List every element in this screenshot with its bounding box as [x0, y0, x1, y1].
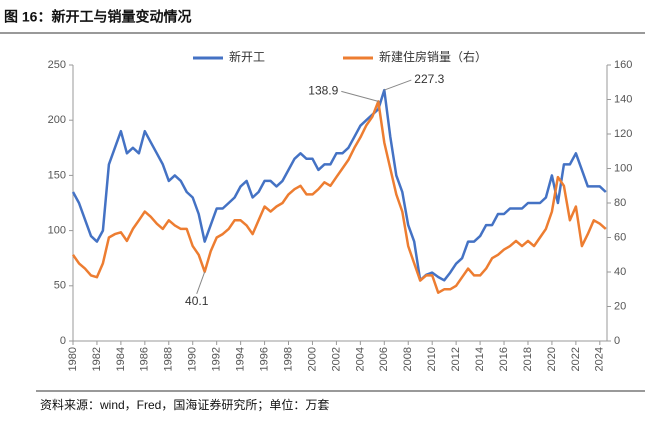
y2-tick-label: 160: [614, 59, 632, 71]
chart-title: 图 16：新开工与销量变动情况: [4, 9, 191, 25]
annotation: 227.3: [414, 72, 444, 86]
y-tick-label: 250: [48, 59, 66, 71]
x-tick-label: 1998: [282, 347, 294, 371]
x-tick-label: 2020: [546, 347, 558, 371]
x-tick-label: 2024: [594, 347, 606, 371]
y-tick-label: 200: [48, 114, 66, 126]
x-tick-label: 1990: [187, 347, 199, 371]
x-tick-label: 2012: [450, 347, 462, 371]
y2-tick-label: 60: [614, 231, 626, 243]
y2-tick-label: 20: [614, 300, 626, 312]
y-tick-label: 150: [48, 169, 66, 181]
series-line: [71, 100, 607, 294]
y2-tick-label: 140: [614, 93, 632, 105]
x-tick-label: 2006: [378, 347, 390, 371]
annotation: 40.1: [185, 294, 209, 308]
x-tick-label: 1996: [258, 347, 270, 371]
x-tick-label: 2008: [402, 347, 414, 371]
annotation-leader: [341, 90, 379, 102]
x-tick-label: 2022: [570, 347, 582, 371]
y2-tick-label: 40: [614, 266, 626, 278]
x-tick-label: 1994: [235, 347, 247, 371]
x-tick-label: 1986: [139, 347, 151, 371]
x-tick-label: 2016: [498, 347, 510, 371]
series-line: [71, 88, 607, 282]
annotation-leader: [384, 79, 412, 91]
y-tick-label: 100: [48, 225, 66, 237]
y2-tick-label: 100: [614, 162, 632, 174]
annotation: 138.9: [308, 84, 338, 98]
legend-label: 新开工: [229, 49, 265, 64]
x-tick-label: 1984: [115, 347, 127, 371]
x-tick-label: 2002: [330, 347, 342, 371]
y2-tick-label: 0: [614, 335, 620, 347]
annotation-leader: [196, 271, 206, 294]
y2-tick-label: 80: [614, 197, 626, 209]
x-tick-label: 2000: [306, 347, 318, 371]
y-tick-label: 50: [54, 280, 66, 292]
x-tick-label: 1980: [67, 347, 79, 371]
legend-label: 新建住房销量（右）: [379, 49, 487, 64]
x-tick-label: 2004: [354, 347, 366, 371]
x-tick-label: 1982: [91, 347, 103, 371]
x-tick-label: 1988: [163, 347, 175, 371]
y2-tick-label: 120: [614, 128, 632, 140]
y-tick-label: 0: [60, 335, 66, 347]
x-tick-label: 2010: [426, 347, 438, 371]
source: 资料来源：wind，Fred，国海证券研究所；单位：万套: [40, 397, 329, 412]
x-tick-label: 2014: [474, 347, 486, 371]
x-tick-label: 1992: [211, 347, 223, 371]
x-tick-label: 2018: [522, 347, 534, 371]
